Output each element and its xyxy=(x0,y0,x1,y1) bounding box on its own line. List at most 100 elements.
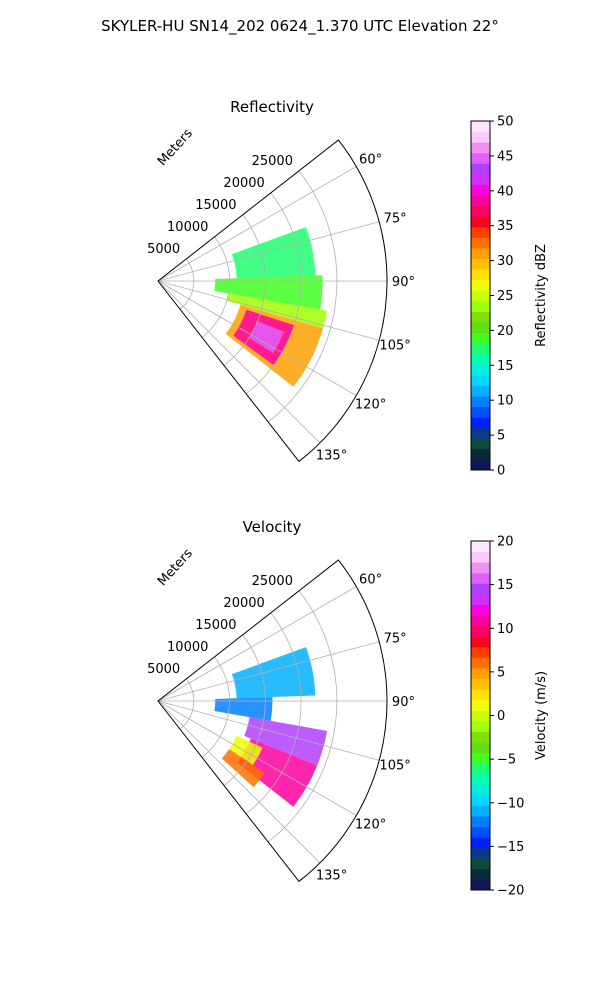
colorbar-swatch-9 xyxy=(471,364,490,376)
echo-region-5 xyxy=(249,321,285,354)
colorbar-tick-label-1: 5 xyxy=(497,429,505,444)
velocity-grid xyxy=(157,559,388,883)
colorbar-swatch-18 xyxy=(471,269,490,281)
colorbar-swatch-27 xyxy=(471,593,490,605)
colorbar-swatch-23 xyxy=(471,636,490,648)
colorbar-swatch-22 xyxy=(471,646,490,658)
colorbar-swatch-27 xyxy=(471,173,490,185)
azimuth-tick-label-5: 135° xyxy=(316,449,347,464)
colorbar-tick-label-5: 25 xyxy=(497,289,514,304)
range-ring-3 xyxy=(245,192,302,395)
echo-region-2 xyxy=(244,717,328,766)
echo-region-4 xyxy=(229,735,263,766)
colorbar-swatch-14 xyxy=(471,311,490,323)
colorbar-swatch-18 xyxy=(471,689,490,701)
range-ring-3 xyxy=(245,612,302,815)
colorbar-swatch-28 xyxy=(471,583,490,595)
reflectivity-echoes xyxy=(214,227,328,387)
colorbar-swatch-9 xyxy=(471,784,490,796)
colorbar-swatch-11 xyxy=(471,343,490,355)
velocity-title: Velocity xyxy=(243,518,302,536)
colorbar-tick-label-1: −15 xyxy=(497,840,524,855)
colorbar-tick-label-4: 0 xyxy=(497,709,505,724)
azimuth-spoke-1 xyxy=(157,221,380,282)
azimuth-tick-label-0: 60° xyxy=(359,572,382,587)
colorbar-tick-label-4: 20 xyxy=(497,324,514,339)
colorbar-swatch-3 xyxy=(471,847,490,859)
range-tick-label-1: 10000 xyxy=(167,640,208,655)
azimuth-tick-label-2: 90° xyxy=(392,275,415,290)
range-ring-0 xyxy=(179,678,195,730)
colorbar-tick-label-3: 15 xyxy=(497,359,514,374)
azimuth-tick-label-3: 105° xyxy=(379,339,410,354)
colorbar-swatch-10 xyxy=(471,773,490,785)
range-tick-label-4: 25000 xyxy=(252,574,293,589)
colorbar-swatch-31 xyxy=(471,551,490,563)
colorbar-swatch-11 xyxy=(471,763,490,775)
colorbar-tick-label-5: 5 xyxy=(497,665,505,680)
colorbar-swatch-19 xyxy=(471,258,490,270)
echo-region-1 xyxy=(214,697,273,721)
azimuth-spoke-4 xyxy=(157,700,357,816)
azimuth-spoke-3 xyxy=(157,280,380,341)
range-tick-label-4: 25000 xyxy=(252,154,293,169)
colorbar-swatch-29 xyxy=(471,152,490,164)
colorbar-swatch-17 xyxy=(471,699,490,711)
azimuth-tick-label-4: 120° xyxy=(355,818,386,833)
reflectivity-title: Reflectivity xyxy=(230,98,314,116)
reflectivity-panel: Reflectivity 5000 10000 15000 20000 25000 60°… xyxy=(147,98,415,464)
range-tick-label-3: 20000 xyxy=(223,176,264,191)
velocity-echoes xyxy=(214,647,328,807)
azimuth-spoke-0 xyxy=(157,166,357,282)
colorbar-tick-label-8: 40 xyxy=(497,184,514,199)
colorbar-swatch-20 xyxy=(471,247,490,259)
range-tick-label-1: 10000 xyxy=(167,220,208,235)
colorbar-swatch-6 xyxy=(471,815,490,828)
range-ring-4 xyxy=(267,590,338,843)
colorbar-tick-label-10: 50 xyxy=(497,115,514,130)
sector-frame xyxy=(157,139,388,463)
reflectivity-grid xyxy=(157,139,388,463)
colorbar-swatch-23 xyxy=(471,216,490,228)
range-ring-4 xyxy=(267,170,338,423)
azimuth-spoke-5 xyxy=(157,700,321,864)
colorbar-tick-label-6: 30 xyxy=(497,254,514,269)
colorbar-swatch-22 xyxy=(471,226,490,238)
colorbar-swatch-14 xyxy=(471,731,490,743)
colorbar-swatch-21 xyxy=(471,237,490,249)
colorbar-swatch-8 xyxy=(471,794,490,806)
range-tick-label-0: 5000 xyxy=(147,242,180,257)
range-ring-1 xyxy=(201,236,230,338)
colorbar-tick-label-7: 15 xyxy=(497,578,514,593)
colorbar-swatch-0 xyxy=(471,879,490,891)
colorbar-swatch-5 xyxy=(471,826,490,838)
azimuth-tick-label-1: 75° xyxy=(384,631,407,646)
figure-title: SKYLER-HU SN14_202 0624_1.370 UTC Elevat… xyxy=(101,17,499,36)
colorbar-swatch-2 xyxy=(471,858,490,870)
colorbar-tick-label-2: −10 xyxy=(497,796,524,811)
azimuth-tick-label-5: 135° xyxy=(316,869,347,884)
reflectivity-colorbar: 0 5 10 15 20 25 30 35 40 45 50 Reflectivity dBZ xyxy=(470,115,549,479)
colorbar-swatch-7 xyxy=(471,805,490,817)
colorbar-swatch-15 xyxy=(471,720,490,732)
colorbar-tick-label-0: −20 xyxy=(497,884,524,899)
range-tick-label-0: 5000 xyxy=(147,662,180,677)
colorbar-swatch-1 xyxy=(471,868,490,880)
azimuth-spoke-5 xyxy=(157,280,321,444)
range-ring-0 xyxy=(179,258,195,310)
reflectivity-axis-labels: 5000 10000 15000 20000 25000 60° 75° 90° 105° 120… xyxy=(147,152,415,463)
range-tick-label-3: 20000 xyxy=(223,596,264,611)
range-ring-1 xyxy=(201,656,230,758)
colorbar-swatch-31 xyxy=(471,131,490,143)
azimuth-tick-label-4: 120° xyxy=(355,398,386,413)
azimuth-tick-label-3: 105° xyxy=(379,759,410,774)
colorbar-swatch-32 xyxy=(471,541,490,553)
colorbar-swatch-29 xyxy=(471,572,490,584)
colorbar-swatch-21 xyxy=(471,657,490,669)
colorbar-swatch-13 xyxy=(471,321,490,334)
colorbar-swatch-17 xyxy=(471,279,490,291)
colorbar-swatch-7 xyxy=(471,385,490,397)
colorbar-swatch-3 xyxy=(471,427,490,439)
echo-region-5 xyxy=(221,749,265,788)
colorbar-tick-label-7: 35 xyxy=(497,219,514,234)
